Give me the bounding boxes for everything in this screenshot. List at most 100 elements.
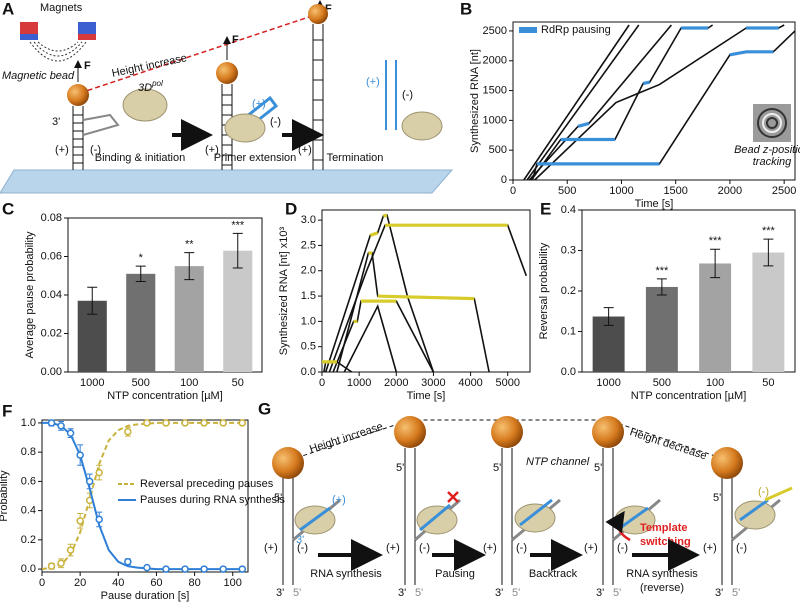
bar bbox=[126, 273, 156, 372]
bar bbox=[174, 266, 204, 372]
switch-arrow bbox=[605, 510, 631, 542]
cross bbox=[447, 491, 459, 503]
x-axis-label: NTP concentration [µM] bbox=[631, 390, 747, 402]
minus: (-) bbox=[270, 116, 281, 128]
height-line bbox=[79, 13, 319, 94]
x-tick-label: 1000 bbox=[596, 377, 620, 389]
error-bar bbox=[763, 238, 774, 267]
legend-label: Reversal preceding pauses bbox=[140, 478, 274, 490]
enzyme: 3Dpol bbox=[138, 79, 163, 94]
three-prime: 3' bbox=[596, 587, 604, 599]
polymerase bbox=[416, 505, 458, 535]
bead bbox=[272, 447, 304, 479]
y-tick-label: 0.04 bbox=[41, 289, 62, 301]
step-label: Pausing bbox=[435, 568, 475, 580]
y-tick-label: 0.00 bbox=[41, 366, 62, 378]
x-axis-label: Time [s] bbox=[407, 390, 446, 402]
legend-label: Pauses during RNA synthesis bbox=[140, 494, 285, 506]
reverse-rna bbox=[764, 486, 793, 502]
three-prime: 3' bbox=[52, 116, 60, 128]
minus: (-) bbox=[419, 542, 430, 554]
step-label: Termination bbox=[327, 152, 384, 164]
minus: (-) bbox=[402, 89, 413, 101]
inset-ring bbox=[762, 113, 782, 133]
hairpin bbox=[82, 113, 120, 136]
plus: (+) bbox=[264, 542, 278, 554]
plus: (+) bbox=[55, 144, 69, 156]
plus: (+) bbox=[703, 542, 717, 554]
enzyme-name: 3D bbox=[138, 82, 152, 94]
point bbox=[66, 546, 75, 554]
x-tick-label: 100 bbox=[180, 377, 198, 389]
dna bbox=[312, 24, 324, 170]
polymerase bbox=[122, 88, 168, 122]
y-tick-label: 0.0 bbox=[561, 366, 576, 378]
plot-frame bbox=[512, 21, 796, 181]
inset-label: Bead z-position bbox=[734, 144, 800, 156]
trace bbox=[336, 252, 490, 373]
y-tick-label: 0.6 bbox=[21, 475, 36, 487]
bar bbox=[645, 286, 678, 372]
minus: (-) bbox=[90, 144, 101, 156]
three-prime: 3' bbox=[398, 587, 406, 599]
switching: Template bbox=[640, 522, 687, 534]
bead-label: Magnetic bead bbox=[2, 70, 75, 82]
point bbox=[66, 429, 75, 437]
bead bbox=[308, 4, 328, 24]
force-label: F bbox=[325, 3, 332, 15]
magnet bbox=[20, 22, 38, 36]
point bbox=[95, 515, 103, 524]
five-prime: 5' bbox=[512, 587, 520, 599]
plus: (+) bbox=[483, 542, 497, 554]
x-tick-label: 500 bbox=[653, 377, 671, 389]
error-bar bbox=[232, 232, 243, 269]
five-prime: 5' bbox=[594, 462, 602, 474]
y-tick-label: 0.4 bbox=[561, 204, 576, 216]
point bbox=[200, 419, 208, 427]
x-tick-label: 1000 bbox=[80, 377, 104, 389]
three-prime: 3' bbox=[296, 534, 304, 546]
y-axis-label: Synthesized RNA [nt] bbox=[469, 49, 481, 153]
five-prime: 5' bbox=[713, 492, 721, 504]
y-axis-label: Synthesized RNA [nt] x10³ bbox=[278, 226, 290, 355]
y-tick-label: 1.5 bbox=[301, 290, 316, 302]
y-tick-label: 0.5 bbox=[301, 341, 316, 353]
step-label: Primer extension bbox=[214, 152, 297, 164]
y-tick-label: 0.0 bbox=[301, 366, 316, 378]
polymerase bbox=[734, 500, 776, 530]
surface bbox=[0, 169, 454, 194]
point bbox=[76, 451, 84, 459]
five-prime: 5' bbox=[613, 587, 621, 599]
bead bbox=[394, 416, 426, 448]
y-tick-label: 0 bbox=[501, 174, 507, 186]
point bbox=[124, 558, 132, 566]
significance: *** bbox=[762, 225, 776, 237]
panel-label: G bbox=[258, 399, 271, 418]
point bbox=[181, 419, 189, 427]
panel-g: G Height increase Height decrease 5' 5' 5'… bbox=[258, 399, 793, 599]
five-prime: 5' bbox=[293, 587, 301, 599]
point bbox=[47, 419, 56, 427]
three-prime: 3' bbox=[276, 587, 284, 599]
x-tick-label: 60 bbox=[150, 577, 162, 589]
y-axis-label: Average pause probability bbox=[24, 231, 36, 358]
magnet bbox=[20, 34, 38, 40]
point bbox=[143, 563, 151, 572]
error-bar bbox=[87, 286, 98, 315]
y-tick-label: 0.4 bbox=[21, 505, 36, 517]
minus: (-) bbox=[516, 542, 527, 554]
point bbox=[47, 562, 56, 570]
point bbox=[238, 565, 247, 573]
ntp-channel: NTP channel bbox=[526, 456, 590, 468]
bead bbox=[592, 416, 624, 448]
y-tick-label: 500 bbox=[489, 144, 507, 156]
magnet bbox=[78, 34, 96, 40]
point bbox=[124, 427, 132, 436]
x-tick-label: 500 bbox=[132, 377, 150, 389]
force-label: F bbox=[232, 34, 239, 46]
bar bbox=[223, 250, 253, 372]
x-axis-label: Pause duration [s] bbox=[101, 590, 190, 602]
inset-ring bbox=[766, 117, 778, 129]
plus: (+) bbox=[386, 542, 400, 554]
point bbox=[200, 565, 208, 573]
